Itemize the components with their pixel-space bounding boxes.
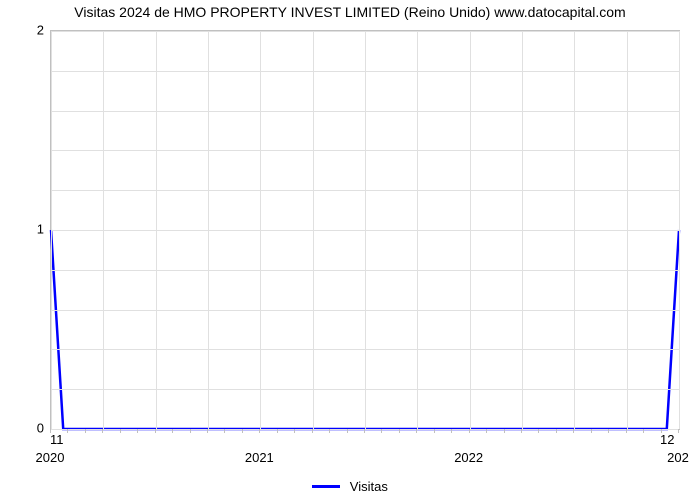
x-axis-minor-tick: [190, 429, 191, 433]
legend: Visitas: [0, 478, 700, 494]
x-axis-minor-tick: [155, 429, 156, 433]
x-axis-minor-tick: [399, 429, 400, 433]
x-axis-minor-tick: [573, 429, 574, 433]
gridline-horizontal: [51, 190, 679, 191]
y-axis-tick-label: 1: [4, 222, 44, 237]
x-axis-minor-tick: [137, 429, 138, 433]
x-axis-minor-tick: [678, 429, 679, 433]
x-axis-minor-tick: [521, 429, 522, 433]
x-axis-minor-tick: [224, 429, 225, 433]
x-axis-minor-tick: [242, 429, 243, 433]
x-axis-minor-tick: [538, 429, 539, 433]
x-axis-minor-tick: [434, 429, 435, 433]
x-axis-tick-label: 202: [667, 450, 689, 465]
x-axis-minor-tick: [608, 429, 609, 433]
legend-label: Visitas: [350, 479, 388, 494]
x-axis-minor-tick: [381, 429, 382, 433]
gridline-horizontal: [51, 310, 679, 311]
x-axis-minor-tick: [259, 429, 260, 433]
x-axis-minor-tick: [364, 429, 365, 433]
chart-container: Visitas 2024 de HMO PROPERTY INVEST LIMI…: [0, 0, 700, 500]
gridline-horizontal: [51, 150, 679, 151]
x-axis-minor-tick: [172, 429, 173, 433]
x-axis-tick-label: 2020: [36, 450, 65, 465]
x-axis-tick-label: 2021: [245, 450, 274, 465]
x-axis-minor-tick: [556, 429, 557, 433]
gridline-horizontal: [51, 71, 679, 72]
secondary-x-label: 11: [50, 432, 64, 447]
x-axis-minor-tick: [486, 429, 487, 433]
gridline-horizontal: [51, 111, 679, 112]
x-axis-minor-tick: [277, 429, 278, 433]
x-axis-minor-tick: [120, 429, 121, 433]
gridline-vertical: [679, 31, 680, 429]
x-axis-minor-tick: [347, 429, 348, 433]
y-axis-tick-label: 2: [4, 23, 44, 38]
legend-swatch: [312, 485, 340, 488]
x-axis-minor-tick: [416, 429, 417, 433]
x-axis-minor-tick: [207, 429, 208, 433]
secondary-x-label: 12: [660, 432, 674, 447]
x-axis-minor-tick: [102, 429, 103, 433]
x-axis-minor-tick: [643, 429, 644, 433]
x-axis-minor-tick: [451, 429, 452, 433]
x-axis-minor-tick: [591, 429, 592, 433]
gridline-horizontal: [51, 230, 679, 231]
x-axis-minor-tick: [312, 429, 313, 433]
gridline-horizontal: [51, 31, 679, 32]
x-axis-tick-label: 2022: [454, 450, 483, 465]
gridline-horizontal: [51, 349, 679, 350]
chart-title: Visitas 2024 de HMO PROPERTY INVEST LIMI…: [0, 4, 700, 20]
gridline-horizontal: [51, 389, 679, 390]
x-axis-minor-tick: [329, 429, 330, 433]
x-axis-minor-tick: [85, 429, 86, 433]
x-axis-minor-tick: [67, 429, 68, 433]
x-axis-minor-tick: [294, 429, 295, 433]
gridline-horizontal: [51, 429, 679, 430]
x-axis-minor-tick: [626, 429, 627, 433]
plot-area: [50, 30, 680, 430]
x-axis-minor-tick: [469, 429, 470, 433]
x-axis-minor-tick: [504, 429, 505, 433]
y-axis-tick-label: 0: [4, 421, 44, 436]
gridline-horizontal: [51, 270, 679, 271]
